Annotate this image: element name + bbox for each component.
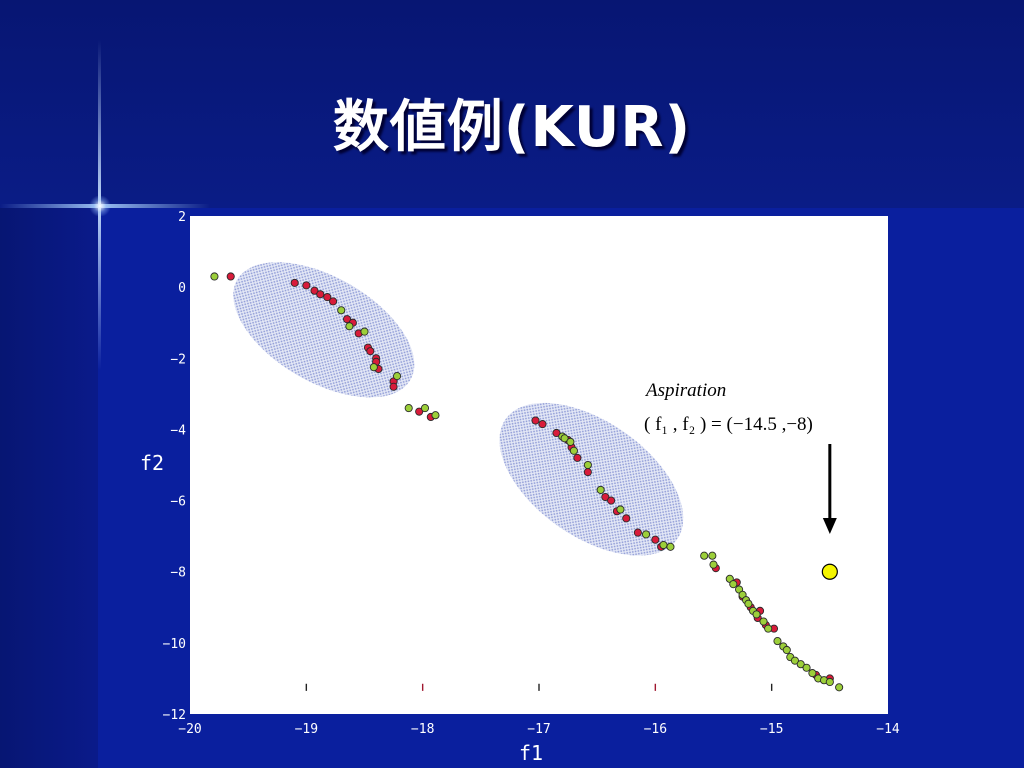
arrow-head: [822, 518, 837, 534]
green-point: [431, 411, 440, 420]
red-point: [290, 278, 299, 287]
red-point: [366, 347, 375, 356]
red-point: [633, 528, 642, 537]
green-point: [569, 446, 578, 455]
slide-title: 数値例(KUR): [332, 95, 692, 160]
green-point: [764, 624, 773, 633]
green-point: [773, 637, 782, 646]
red-point: [389, 382, 398, 391]
green-point: [369, 363, 378, 372]
red-point: [329, 297, 338, 306]
green-point: [708, 551, 717, 560]
red-point: [323, 293, 332, 302]
y-tick-label: −12: [163, 708, 186, 723]
red-point: [415, 407, 424, 416]
red-point: [342, 315, 352, 324]
green-point: [729, 580, 738, 589]
green-point: [802, 663, 811, 672]
red-point: [583, 468, 592, 477]
red-point: [573, 453, 582, 462]
green-point: [337, 306, 346, 315]
light-flare-core: [88, 196, 112, 216]
green-point: [560, 434, 569, 443]
green-point: [360, 327, 369, 336]
green-point: [393, 372, 402, 381]
red-point: [302, 281, 311, 290]
red-point: [601, 492, 610, 502]
green-point: [835, 683, 844, 692]
green-point: [808, 669, 817, 678]
red-point: [226, 272, 235, 281]
green-point: [744, 599, 753, 608]
y-tick-label: −10: [163, 637, 186, 652]
x-tick-label: −18: [411, 722, 434, 737]
green-point: [404, 404, 413, 413]
red-point: [538, 420, 547, 429]
green-point: [796, 660, 805, 669]
x-tick-label: −19: [295, 722, 318, 737]
aspiration-point: [821, 563, 838, 580]
red-point: [607, 496, 616, 505]
green-point: [210, 272, 219, 281]
green-point: [752, 610, 761, 619]
green-point: [659, 540, 668, 550]
x-tick-label: −17: [527, 722, 550, 737]
x-tick-label: −14: [876, 722, 900, 737]
green-point: [790, 656, 799, 665]
green-point: [666, 542, 675, 551]
title-band: [0, 0, 1024, 208]
green-point: [616, 505, 625, 514]
green-point: [709, 560, 718, 569]
y-axis-label: f2: [140, 451, 164, 475]
green-point: [583, 460, 592, 470]
x-axis-label: f1: [519, 741, 543, 765]
green-point: [566, 437, 575, 446]
aspiration-label: Aspiration: [644, 380, 726, 401]
x-tick-label: −20: [178, 722, 201, 737]
green-point: [782, 645, 791, 655]
green-point: [345, 322, 354, 331]
red-point: [552, 428, 561, 438]
x-tick-label: −16: [644, 722, 667, 737]
aspiration-formula: ( f₁ , f₂ ) = (−14.5 ,−8): [644, 414, 813, 435]
y-tick-label: 0: [178, 281, 186, 296]
y-tick-label: −2: [170, 352, 186, 367]
green-point: [596, 485, 605, 494]
left-strip: [0, 208, 98, 768]
pareto-region-1: [233, 262, 415, 398]
y-tick-label: −6: [170, 495, 186, 510]
red-point: [316, 290, 325, 299]
green-point: [641, 530, 651, 539]
red-point: [622, 514, 631, 523]
red-point: [531, 416, 540, 425]
pareto-region-2: [499, 402, 684, 556]
y-tick-label: −4: [170, 423, 186, 438]
green-point: [825, 677, 834, 687]
red-point: [651, 535, 660, 544]
y-tick-label: 2: [178, 210, 186, 225]
green-point: [420, 404, 430, 413]
x-tick-label: −15: [760, 722, 783, 737]
y-tick-label: −8: [170, 566, 186, 581]
green-point: [700, 551, 709, 560]
green-point: [759, 617, 768, 626]
red-point: [310, 286, 319, 295]
